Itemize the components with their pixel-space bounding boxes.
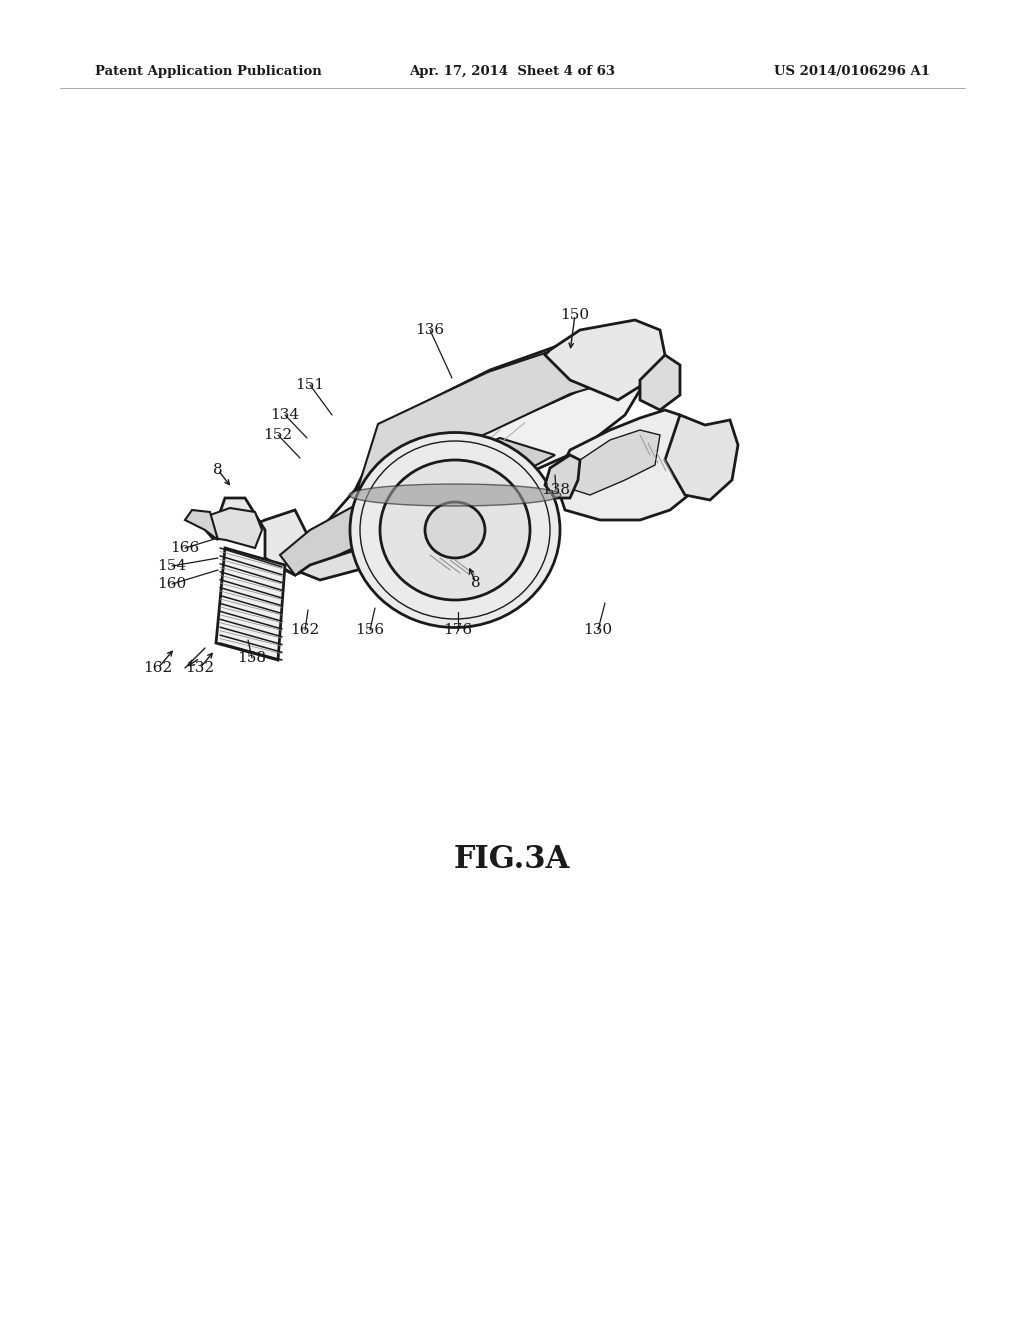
Text: 162: 162 xyxy=(291,623,319,638)
Polygon shape xyxy=(300,531,455,579)
Text: 136: 136 xyxy=(416,323,444,337)
Text: 8: 8 xyxy=(471,576,481,590)
Text: 154: 154 xyxy=(158,558,186,573)
Polygon shape xyxy=(665,414,738,500)
Ellipse shape xyxy=(349,484,561,506)
Text: 138: 138 xyxy=(542,483,570,498)
Text: 176: 176 xyxy=(443,623,472,638)
Polygon shape xyxy=(640,355,680,411)
Text: 158: 158 xyxy=(238,651,266,665)
Text: 156: 156 xyxy=(355,623,385,638)
Polygon shape xyxy=(358,348,625,488)
Text: 150: 150 xyxy=(560,308,590,322)
Polygon shape xyxy=(555,411,705,520)
Polygon shape xyxy=(545,319,665,400)
Text: 132: 132 xyxy=(185,661,215,675)
Ellipse shape xyxy=(425,502,485,558)
Text: Apr. 17, 2014  Sheet 4 of 63: Apr. 17, 2014 Sheet 4 of 63 xyxy=(409,66,615,78)
Polygon shape xyxy=(568,430,660,495)
Ellipse shape xyxy=(380,459,530,601)
Polygon shape xyxy=(265,375,640,576)
Polygon shape xyxy=(280,438,555,576)
Text: 166: 166 xyxy=(170,541,200,554)
Polygon shape xyxy=(216,548,285,660)
Text: FIG.3A: FIG.3A xyxy=(454,845,570,875)
Text: 151: 151 xyxy=(296,378,325,392)
Text: 134: 134 xyxy=(270,408,300,422)
Text: 152: 152 xyxy=(263,428,293,442)
Polygon shape xyxy=(355,345,635,490)
Polygon shape xyxy=(218,498,310,576)
Text: 160: 160 xyxy=(158,577,186,591)
Text: 130: 130 xyxy=(584,623,612,638)
Text: 8: 8 xyxy=(213,463,223,477)
Polygon shape xyxy=(205,508,262,548)
Polygon shape xyxy=(185,510,218,540)
Text: Patent Application Publication: Patent Application Publication xyxy=(95,66,322,78)
Text: US 2014/0106296 A1: US 2014/0106296 A1 xyxy=(774,66,930,78)
Text: 162: 162 xyxy=(143,661,173,675)
Polygon shape xyxy=(545,455,580,498)
Ellipse shape xyxy=(350,433,560,627)
